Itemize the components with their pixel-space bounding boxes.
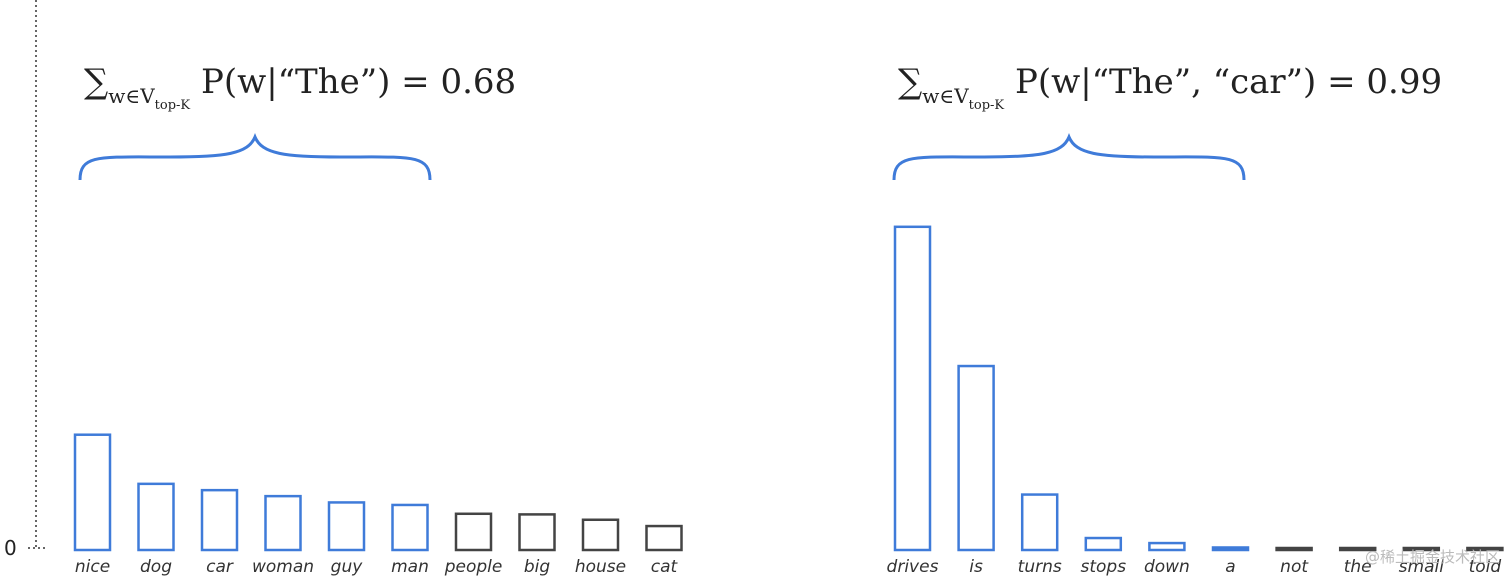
left-tick-label-people: people	[444, 557, 503, 577]
right-chart-panel: drives is turns stops down a not the small told	[887, 225, 1504, 577]
left-tick-label-cat: cat	[651, 557, 679, 577]
sum-symbol: ∑	[84, 62, 109, 102]
right-tick-label-stops: stops	[1081, 557, 1127, 577]
right-bar-small	[1402, 546, 1441, 552]
right-tick-label-a: a	[1225, 557, 1235, 577]
right-tick-label-drives: drives	[887, 557, 939, 577]
right-tick-label-is: is	[969, 557, 983, 577]
right-tick-label-told: told	[1469, 557, 1502, 577]
right-bar-the	[1338, 546, 1377, 552]
left-bar-car	[200, 488, 239, 552]
right-bar-told	[1466, 546, 1504, 552]
right-sum-formula: ∑w∈Vtop-K P(w|“The”, “car”) = 0.99	[898, 62, 1442, 113]
left-bar-house	[581, 518, 620, 552]
probability-expression: P(w|“The”) = 0.68	[200, 62, 517, 102]
right-tick-label-small: small	[1399, 557, 1445, 577]
left-tick-label-car: car	[206, 557, 234, 577]
sum-index-subscript: top-K	[968, 98, 1005, 113]
y-axis: 0	[4, 0, 48, 560]
right-bar-not	[1275, 546, 1313, 552]
sum-index-subscript: top-K	[154, 98, 191, 113]
left-tick-label-man: man	[391, 557, 429, 577]
right-bar-a	[1211, 546, 1250, 552]
right-top-k-brace	[892, 133, 1246, 181]
left-bar-man	[391, 503, 429, 552]
right-bar-is	[957, 364, 995, 552]
left-bar-big	[518, 513, 556, 552]
left-sum-formula: ∑w∈Vtop-K P(w|“The”) = 0.68	[84, 62, 516, 113]
zero-label: 0	[4, 536, 17, 560]
left-tick-label-dog: dog	[140, 557, 172, 577]
left-tick-label-woman: woman	[252, 557, 314, 577]
left-bar-cat	[645, 524, 683, 552]
sum-index: w∈V	[922, 84, 969, 108]
right-tick-label-turns: turns	[1018, 557, 1062, 577]
left-bar-nice	[73, 433, 112, 552]
right-bar-down	[1148, 541, 1186, 552]
sum-index: w∈V	[108, 84, 155, 108]
right-tick-label-the: the	[1344, 557, 1372, 577]
left-bar-woman	[264, 494, 302, 552]
left-chart-panel: nice dog car woman guy man people big house cat	[73, 433, 683, 577]
left-tick-label-house: house	[575, 557, 626, 577]
right-bar-stops	[1084, 536, 1123, 552]
left-bar-dog	[137, 482, 175, 552]
left-bar-people	[454, 512, 493, 552]
watermark: @稀土掘金技术社区	[1364, 548, 1500, 566]
right-tick-label-down: down	[1144, 557, 1190, 577]
left-top-k-brace	[78, 133, 432, 181]
right-bar-turns	[1020, 493, 1059, 552]
left-tick-label-nice: nice	[75, 557, 110, 577]
left-tick-label-big: big	[524, 557, 551, 577]
right-tick-label-not: not	[1280, 557, 1309, 577]
left-bar-guy	[327, 501, 366, 552]
probability-expression: P(w|“The”, “car”) = 0.99	[1014, 62, 1443, 102]
left-tick-label-guy: guy	[331, 557, 364, 577]
sum-symbol: ∑	[898, 62, 923, 102]
right-bar-drives	[893, 225, 932, 552]
